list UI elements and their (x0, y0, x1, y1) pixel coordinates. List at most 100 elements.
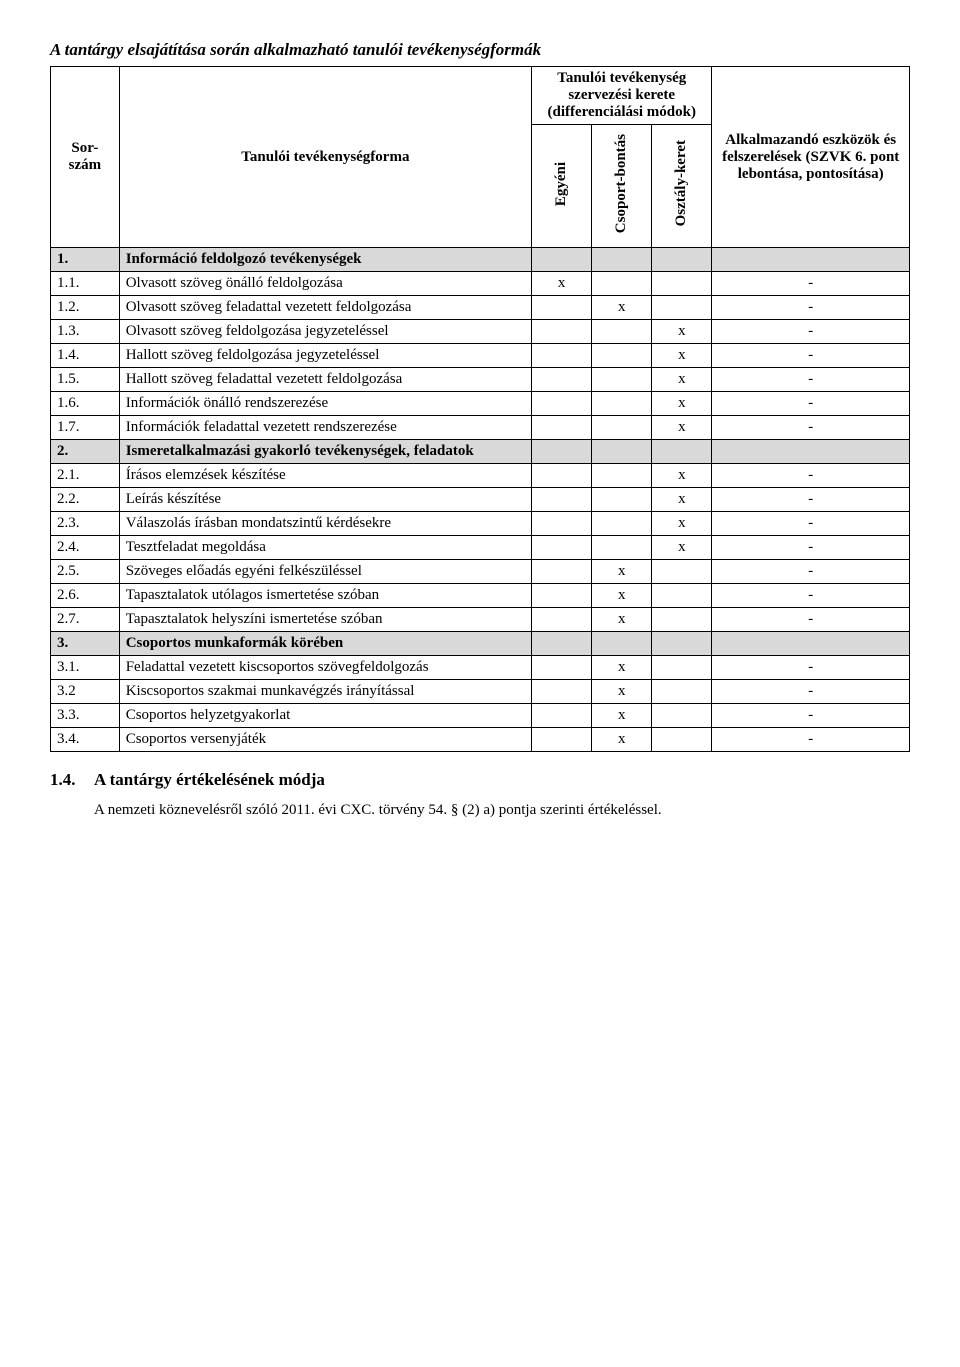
row-cell (652, 440, 712, 464)
row-mark (652, 272, 712, 296)
row-label: Csoportos helyzetgyakorlat (119, 704, 531, 728)
row-mark (592, 320, 652, 344)
row-number: 1.5. (51, 368, 120, 392)
table-row: 2.2.Leírás készítésex- (51, 488, 910, 512)
row-mark (592, 368, 652, 392)
row-mark (592, 464, 652, 488)
row-mark: x (532, 272, 592, 296)
row-mark (532, 584, 592, 608)
row-number: 3. (51, 632, 120, 656)
row-alk: - (712, 320, 910, 344)
row-mark (652, 584, 712, 608)
row-mark: x (652, 344, 712, 368)
activity-table: Sor-szám Tanulói tevékenységforma Tanuló… (50, 66, 910, 752)
row-mark (532, 728, 592, 752)
header-kerete: Tanulói tevékenység szervezési kerete (d… (532, 67, 712, 125)
row-mark: x (592, 704, 652, 728)
row-label: Hallott szöveg feladattal vezetett feldo… (119, 368, 531, 392)
row-number: 3.2 (51, 680, 120, 704)
row-mark (532, 464, 592, 488)
row-cell (532, 632, 592, 656)
row-number: 2.5. (51, 560, 120, 584)
row-mark: x (652, 512, 712, 536)
table-row: 2.4.Tesztfeladat megoldásax- (51, 536, 910, 560)
row-number: 1.6. (51, 392, 120, 416)
row-mark (652, 728, 712, 752)
row-mark: x (652, 368, 712, 392)
row-number: 2.7. (51, 608, 120, 632)
row-mark: x (652, 392, 712, 416)
table-row: 1.5.Hallott szöveg feladattal vezetett f… (51, 368, 910, 392)
row-cell (592, 632, 652, 656)
row-number: 1.7. (51, 416, 120, 440)
row-alk: - (712, 416, 910, 440)
row-mark (532, 608, 592, 632)
row-mark: x (652, 464, 712, 488)
row-mark (592, 392, 652, 416)
row-number: 1.3. (51, 320, 120, 344)
row-cell (712, 440, 910, 464)
row-number: 2.2. (51, 488, 120, 512)
row-mark (652, 656, 712, 680)
row-label: Írásos elemzések készítése (119, 464, 531, 488)
row-label: Tapasztalatok utólagos ismertetése szóba… (119, 584, 531, 608)
row-mark (652, 560, 712, 584)
row-mark (532, 680, 592, 704)
row-mark: x (652, 416, 712, 440)
row-mark (532, 536, 592, 560)
row-label: Csoportos versenyjáték (119, 728, 531, 752)
row-label: Olvasott szöveg feladattal vezetett feld… (119, 296, 531, 320)
row-number: 2.4. (51, 536, 120, 560)
row-mark (652, 680, 712, 704)
row-mark: x (592, 680, 652, 704)
row-mark (532, 560, 592, 584)
row-cell (652, 632, 712, 656)
row-mark: x (652, 320, 712, 344)
row-alk: - (712, 344, 910, 368)
row-label: Ismeretalkalmazási gyakorló tevékenysége… (119, 440, 531, 464)
table-row: 2.1.Írásos elemzések készítésex- (51, 464, 910, 488)
table-row: 2.7.Tapasztalatok helyszíni ismertetése … (51, 608, 910, 632)
row-mark (532, 392, 592, 416)
row-mark (592, 488, 652, 512)
row-cell (712, 248, 910, 272)
row-label: Leírás készítése (119, 488, 531, 512)
footer-body: A nemzeti köznevelésről szóló 2011. évi … (94, 798, 910, 824)
table-body: 1.Információ feldolgozó tevékenységek1.1… (51, 248, 910, 752)
table-row: 1.1.Olvasott szöveg önálló feldolgozásax… (51, 272, 910, 296)
row-alk: - (712, 584, 910, 608)
header-osztaly: Osztály-keret (652, 125, 712, 248)
table-row: 2.5.Szöveges előadás egyéni felkészüléss… (51, 560, 910, 584)
footer-heading: 1.4.A tantárgy értékelésének módja (50, 770, 910, 790)
row-cell (592, 248, 652, 272)
row-mark (532, 488, 592, 512)
table-row: 3.4.Csoportos versenyjátékx- (51, 728, 910, 752)
header-egyeni: Egyéni (532, 125, 592, 248)
row-number: 2.6. (51, 584, 120, 608)
row-mark (532, 704, 592, 728)
row-alk: - (712, 560, 910, 584)
row-number: 3.4. (51, 728, 120, 752)
table-row: 1.7.Információk feladattal vezetett rend… (51, 416, 910, 440)
row-mark (592, 344, 652, 368)
row-mark (592, 512, 652, 536)
row-label: Szöveges előadás egyéni felkészüléssel (119, 560, 531, 584)
row-alk: - (712, 392, 910, 416)
table-row: 3.1.Feladattal vezetett kiscsoportos szö… (51, 656, 910, 680)
footer-heading-number: 1.4. (50, 770, 94, 790)
row-mark (652, 704, 712, 728)
row-number: 3.1. (51, 656, 120, 680)
table-row: 2.6.Tapasztalatok utólagos ismertetése s… (51, 584, 910, 608)
row-mark: x (592, 608, 652, 632)
table-row: 1.3.Olvasott szöveg feldolgozása jegyzet… (51, 320, 910, 344)
row-label: Válaszolás írásban mondatszintű kérdések… (119, 512, 531, 536)
footer-section: 1.4.A tantárgy értékelésének módja A nem… (50, 770, 910, 824)
row-label: Olvasott szöveg feldolgozása jegyzetelés… (119, 320, 531, 344)
row-label: Információk feladattal vezetett rendszer… (119, 416, 531, 440)
row-mark (592, 536, 652, 560)
table-row: 1.4.Hallott szöveg feldolgozása jegyzete… (51, 344, 910, 368)
row-mark (532, 656, 592, 680)
row-mark (592, 416, 652, 440)
row-label: Olvasott szöveg önálló feldolgozása (119, 272, 531, 296)
row-alk: - (712, 272, 910, 296)
